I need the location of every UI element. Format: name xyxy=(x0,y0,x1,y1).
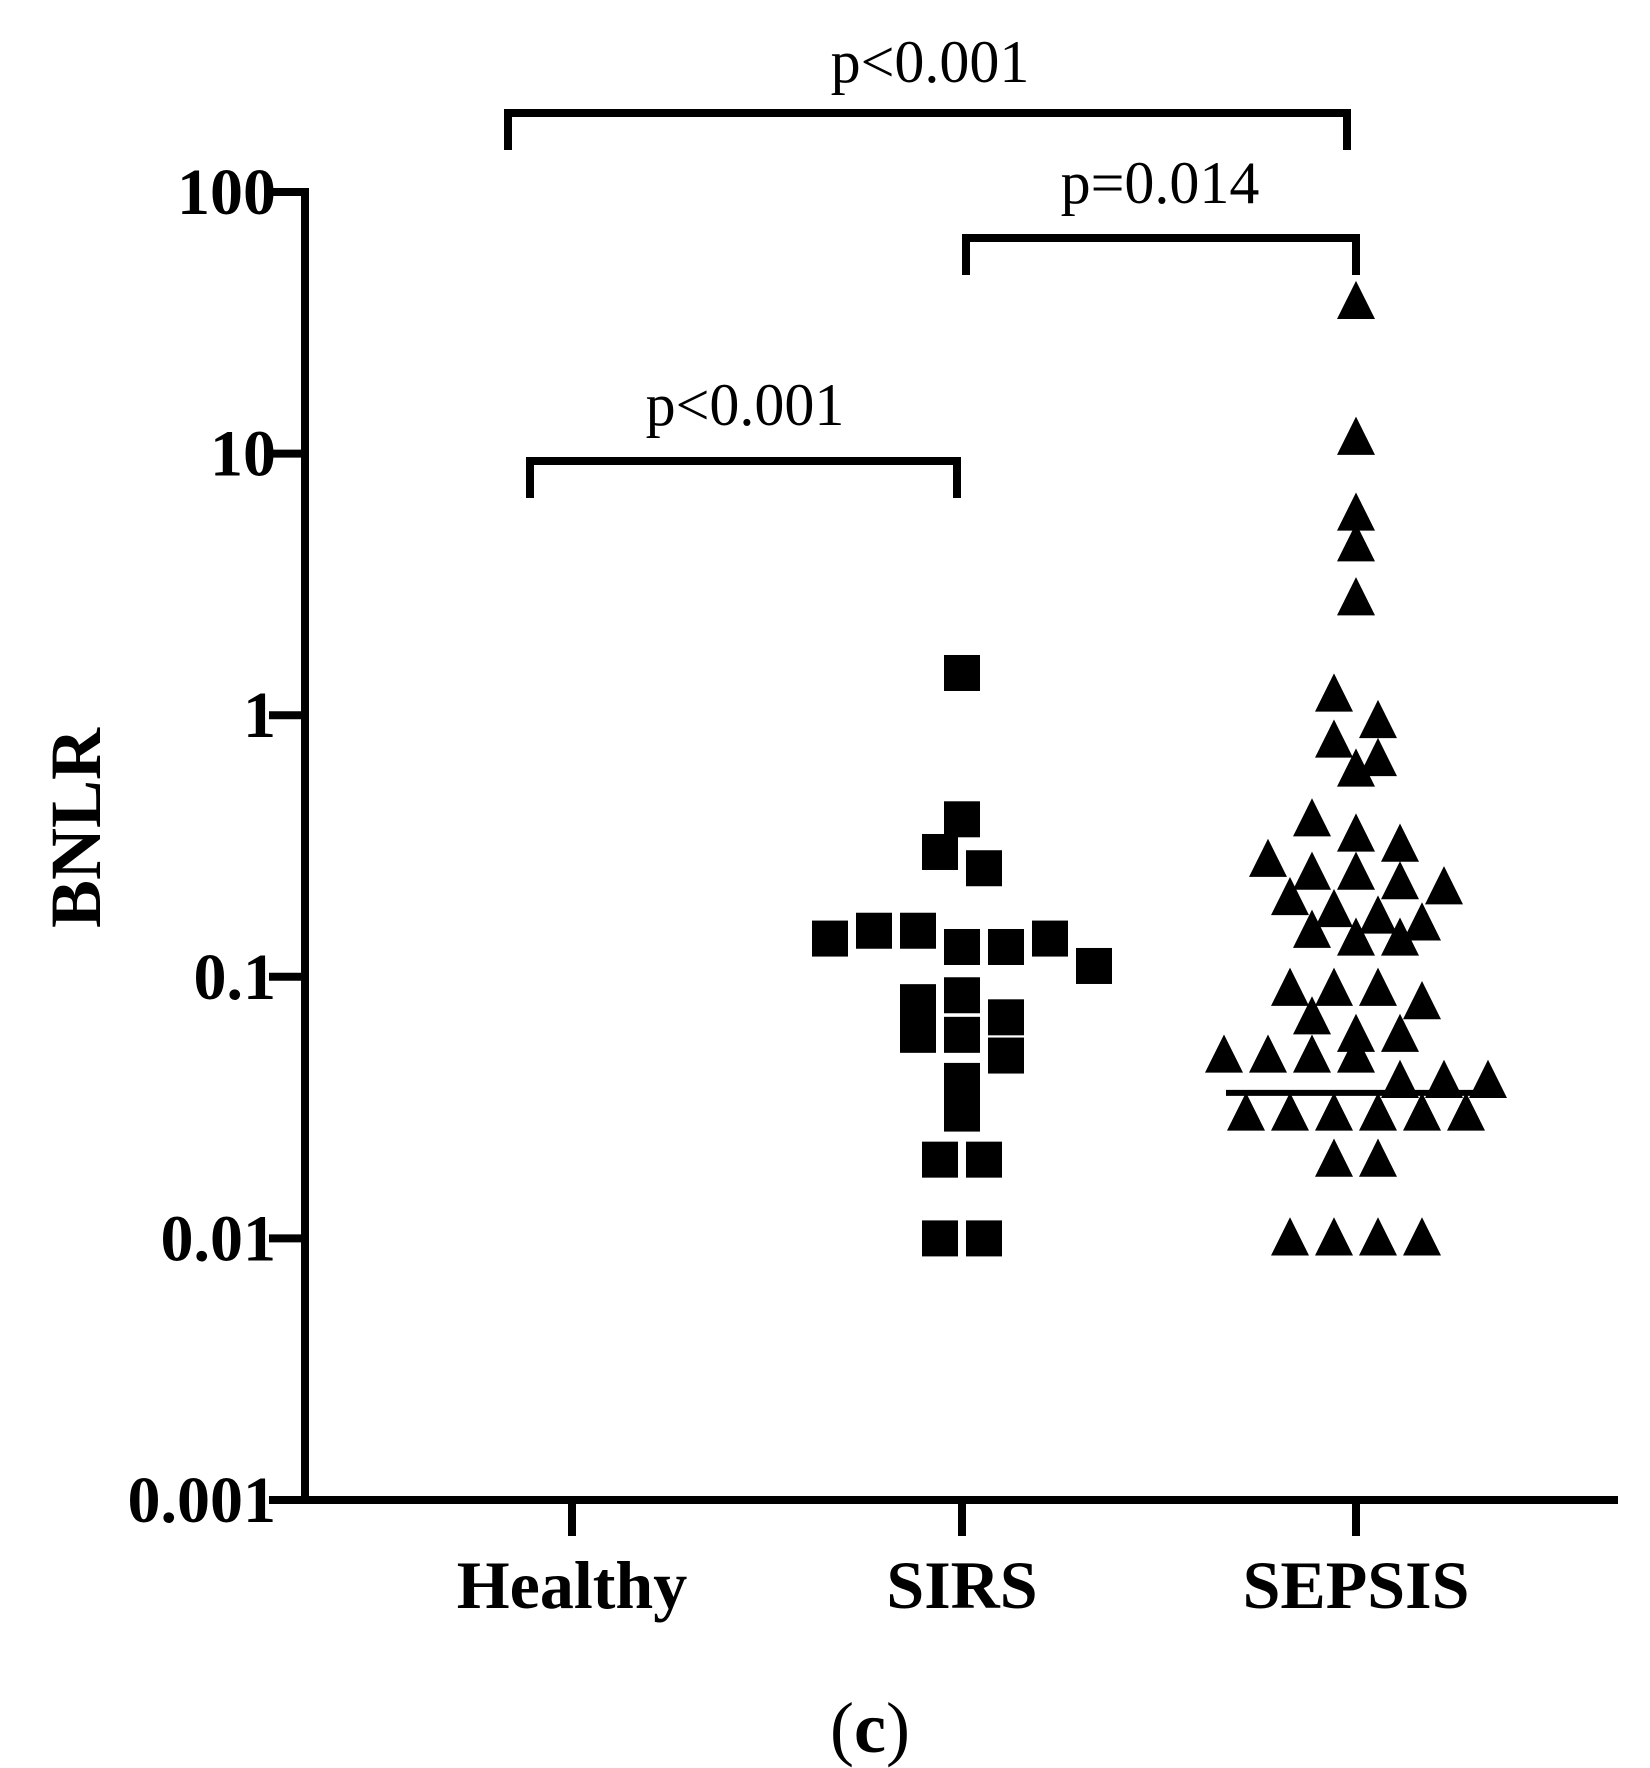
sepsis-triangle-point xyxy=(1381,861,1419,900)
panel-label-letter: c xyxy=(854,1688,886,1768)
p-value-label: p=0.014 xyxy=(1061,150,1260,216)
sepsis-triangle-point xyxy=(1315,1138,1353,1177)
sirs-square-point xyxy=(944,801,980,838)
significance-brackets: p<0.001 p=0.014 p<0.001 xyxy=(504,29,1360,498)
sepsis-triangle-point xyxy=(1359,1092,1397,1131)
panel-label-close: ) xyxy=(886,1688,910,1768)
sepsis-triangle-point xyxy=(1337,492,1375,531)
sepsis-triangle-point xyxy=(1337,1013,1375,1052)
sepsis-triangle-point xyxy=(1337,416,1375,455)
sepsis-triangle-point xyxy=(1359,1138,1397,1177)
sepsis-triangle-point xyxy=(1271,1092,1309,1131)
sirs-square-point xyxy=(944,977,980,1014)
sirs-square-point xyxy=(922,833,958,870)
x-tick-label: SEPSIS xyxy=(1243,1547,1470,1623)
sirs-square-point xyxy=(1076,947,1112,984)
sepsis-triangle-point xyxy=(1315,1217,1353,1256)
sepsis-triangle-point xyxy=(1271,876,1309,916)
y-axis-title: BNLR xyxy=(36,727,116,928)
sirs-square-point xyxy=(900,912,936,949)
sepsis-triangle-point xyxy=(1315,967,1353,1006)
sepsis-triangle-point xyxy=(1293,1034,1331,1073)
sepsis-triangle-point xyxy=(1315,888,1353,928)
sepsis-triangle-point xyxy=(1227,1092,1265,1131)
sepsis-triangle-point xyxy=(1425,1059,1463,1099)
sepsis-triangle-point xyxy=(1337,748,1375,787)
sepsis-triangle-point xyxy=(1293,996,1331,1035)
sirs-square-point xyxy=(900,984,936,1021)
sepsis-triangle-point xyxy=(1359,895,1397,934)
y-tick-label: 100 xyxy=(177,156,276,229)
axes: 0.001 0.01 0.1 1 10 100 Healthy SIRS SEPSIS xyxy=(128,156,1618,1623)
sepsis-triangle-point xyxy=(1469,1059,1507,1099)
sepsis-triangle-point xyxy=(1337,917,1375,956)
sepsis-triangle-point xyxy=(1381,1013,1419,1052)
panel-label: (c) xyxy=(830,1688,910,1768)
sirs-square-point xyxy=(900,1016,936,1053)
sepsis-triangle-point xyxy=(1403,1092,1441,1131)
sepsis-triangle-point xyxy=(1403,902,1441,941)
y-tick-label: 0.001 xyxy=(128,1464,277,1537)
sepsis-triangle-point xyxy=(1337,523,1375,562)
y-tick-label: 1 xyxy=(243,679,276,752)
sepsis-triangle-point xyxy=(1205,1034,1243,1073)
p-value-label: p<0.001 xyxy=(831,29,1030,95)
sirs-square-point xyxy=(944,1062,980,1099)
sirs-square-point xyxy=(944,1016,980,1053)
sirs-square-point xyxy=(988,928,1024,965)
sepsis-triangle-point xyxy=(1293,851,1331,890)
sepsis-triangle-point xyxy=(1359,699,1397,739)
data-points xyxy=(812,280,1507,1257)
sepsis-triangle-point xyxy=(1337,577,1375,616)
sepsis-triangle-point xyxy=(1315,673,1353,712)
sepsis-triangle-point xyxy=(1293,909,1331,948)
sirs-square-point xyxy=(922,1141,958,1178)
sepsis-triangle-point xyxy=(1315,1092,1353,1131)
panel-label-open: ( xyxy=(830,1688,854,1768)
x-tick-label: Healthy xyxy=(457,1547,687,1623)
sepsis-triangle-point xyxy=(1337,280,1375,320)
sepsis-triangle-point xyxy=(1337,1034,1375,1073)
sepsis-triangle-point xyxy=(1359,737,1397,777)
sepsis-triangle-point xyxy=(1359,1217,1397,1256)
sepsis-triangle-point xyxy=(1249,1034,1287,1073)
sepsis-triangle-point xyxy=(1315,719,1353,758)
significance-bracket xyxy=(962,234,1360,275)
sepsis-triangle-point xyxy=(1337,851,1375,890)
sepsis-triangle-point xyxy=(1249,838,1287,877)
sirs-square-point xyxy=(944,928,980,965)
significance-bracket xyxy=(504,109,1351,150)
p-value-label: p<0.001 xyxy=(646,372,845,438)
sepsis-triangle-point xyxy=(1381,1059,1419,1099)
sepsis-triangle-point xyxy=(1359,967,1397,1006)
y-tick-label: 0.01 xyxy=(161,1202,277,1275)
sirs-square-point xyxy=(966,1141,1002,1178)
sirs-square-point xyxy=(966,1220,1002,1257)
sirs-square-point xyxy=(1032,920,1068,957)
sepsis-triangle-point xyxy=(1403,1217,1441,1256)
significance-bracket xyxy=(526,457,961,498)
sirs-square-point xyxy=(922,1220,958,1257)
sirs-square-point xyxy=(944,654,980,691)
y-tick-label: 0.1 xyxy=(194,941,277,1014)
x-tick-label: SIRS xyxy=(886,1547,1037,1623)
sepsis-triangle-point xyxy=(1403,981,1441,1020)
sepsis-triangle-point xyxy=(1271,967,1309,1006)
sepsis-triangle-point xyxy=(1337,813,1375,852)
sirs-square-point xyxy=(988,999,1024,1036)
sirs-square-point xyxy=(856,912,892,949)
sirs-square-point xyxy=(966,850,1002,887)
sepsis-triangle-point xyxy=(1381,917,1419,956)
sepsis-triangle-point xyxy=(1447,1092,1485,1131)
sepsis-triangle-point xyxy=(1425,866,1463,905)
sepsis-triangle-point xyxy=(1381,823,1419,862)
sirs-square-point xyxy=(944,1095,980,1132)
sepsis-triangle-point xyxy=(1271,1217,1309,1256)
y-tick-label: 10 xyxy=(210,418,276,491)
sirs-square-point xyxy=(988,1037,1024,1074)
sirs-square-point xyxy=(812,920,848,957)
sepsis-triangle-point xyxy=(1293,798,1331,837)
